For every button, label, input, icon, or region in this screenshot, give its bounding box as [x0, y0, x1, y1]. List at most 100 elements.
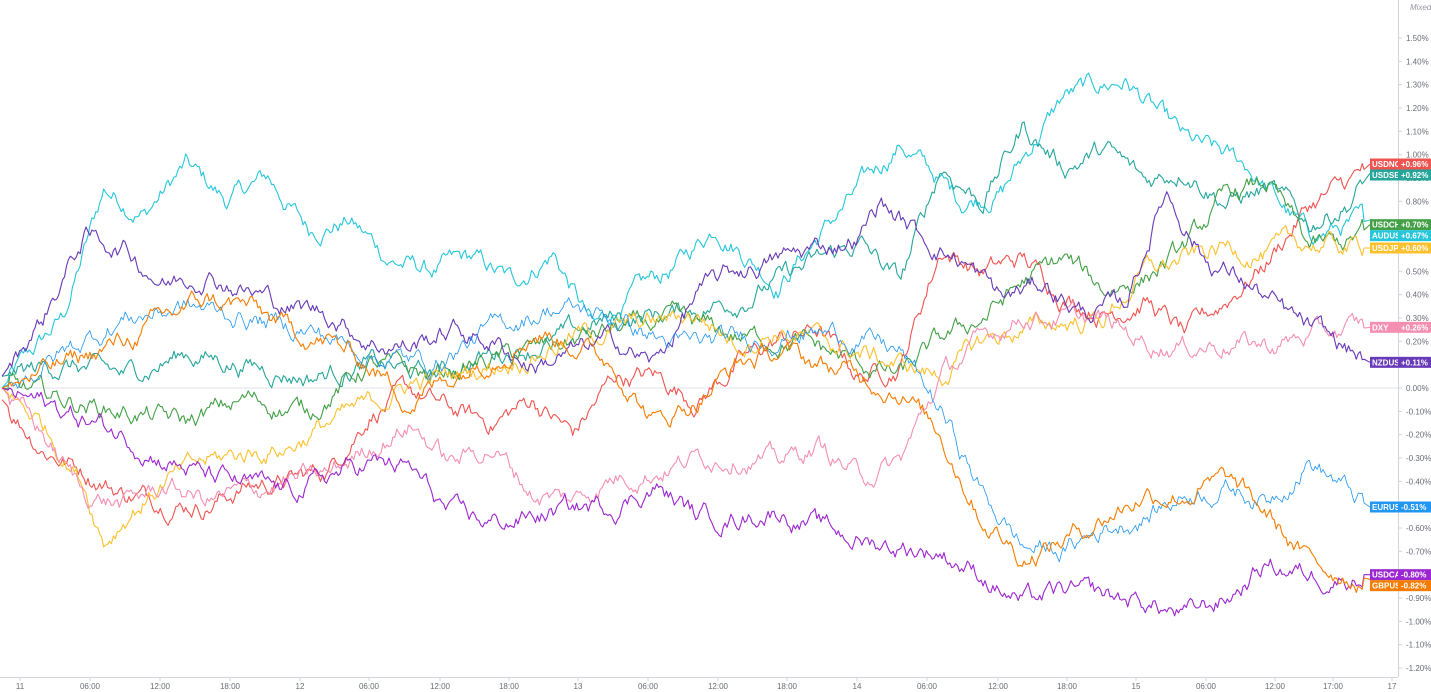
x-tick-label: 06:00 [80, 682, 101, 691]
value-tag-value: -0.80% [1401, 571, 1426, 580]
x-tick-label: 17:00 [1323, 682, 1344, 691]
value-tag-nzdusd[interactable]: NZDUSD+0.11% [1370, 356, 1431, 368]
x-tick-label: 06:00 [917, 682, 938, 691]
series-line-audusd [1, 72, 1371, 389]
y-tick-label: -1.00% [1406, 617, 1431, 626]
value-tag-usdjpy[interactable]: USDJPY+0.60% [1370, 242, 1431, 254]
x-tick-label: 06:00 [359, 682, 380, 691]
value-tag-value-bg [1398, 321, 1431, 333]
value-tag-value-bg [1398, 356, 1431, 368]
y-tick-label: 0.30% [1406, 314, 1429, 323]
x-tick-label: 18:00 [777, 682, 798, 691]
value-tag-usdchf[interactable]: USDCHF+0.70% [1370, 219, 1431, 231]
value-tag-usdsek[interactable]: USDSEK+0.92% [1370, 169, 1431, 181]
value-tag-value-bg [1398, 230, 1431, 242]
value-tag-name: DXY [1372, 323, 1389, 332]
y-tick-label: -0.10% [1406, 407, 1431, 416]
series-line-usdjpy [1, 225, 1370, 548]
series-line-dxy [1, 300, 1371, 509]
value-tag-value: +0.92% [1401, 171, 1428, 180]
series-line-nzdusd [1, 191, 1371, 377]
series-line-gbpusd [1, 290, 1371, 593]
value-tag-value: +0.26% [1401, 323, 1428, 332]
value-tag-name: USDJPY [1372, 244, 1405, 253]
value-tag-value: +0.11% [1401, 358, 1428, 367]
value-tag-name-bg [1370, 169, 1398, 181]
value-tag-value-bg [1398, 158, 1431, 170]
value-tag-value: +0.70% [1401, 221, 1428, 230]
value-tag-name: USDCHF [1372, 221, 1405, 230]
value-tag-value: -0.82% [1401, 582, 1426, 591]
value-tag-name: GBPUSD [1372, 582, 1406, 591]
x-tick-label: 06:00 [638, 682, 659, 691]
value-tag-name: AUDUSD [1372, 232, 1406, 241]
series-line-eurusd [1, 297, 1371, 563]
y-tick-label: 1.30% [1406, 81, 1429, 90]
y-tick-label: 1.20% [1406, 104, 1429, 113]
x-tick-label: 12:00 [1265, 682, 1286, 691]
x-tick-labels: 11 06:00 12:00 18:00 12 06:00 12:00 18:00 13 06:0… [16, 677, 1397, 691]
x-tick-label: 17 [1388, 682, 1397, 691]
series-line-usdsek [1, 121, 1371, 389]
x-tick-label: 15 [1132, 682, 1141, 691]
value-tag-value-bg [1398, 501, 1431, 513]
x-tick-label: 12:00 [708, 682, 729, 691]
y-tick-label: -0.60% [1406, 524, 1431, 533]
x-tick-label: 06:00 [1196, 682, 1217, 691]
value-tag-name: NZDUSD [1372, 358, 1406, 367]
y-tick-label: 0.40% [1406, 291, 1429, 300]
y-tick-label: 0.80% [1406, 197, 1429, 206]
x-tick-label: 12:00 [150, 682, 171, 691]
value-tag-name: USDSEK [1372, 171, 1406, 180]
x-tick-label: 12 [296, 682, 305, 691]
value-tag-value: +0.60% [1401, 244, 1428, 253]
y-tick-label: -0.30% [1406, 454, 1431, 463]
x-tick-label: 12:00 [430, 682, 451, 691]
y-tick-label: 1.40% [1406, 57, 1429, 66]
scale-mode-label[interactable]: Mixed [1410, 3, 1431, 12]
value-tag-audusd[interactable]: AUDUSD+0.67% [1370, 230, 1431, 242]
y-tick-label: -0.90% [1406, 594, 1431, 603]
y-tick-label: -0.20% [1406, 431, 1431, 440]
series-line-usdcad [1, 387, 1370, 617]
x-tick-label: 12:00 [988, 682, 1009, 691]
value-tag-name-bg [1370, 356, 1398, 368]
value-tag-name: USDNOK [1372, 160, 1407, 169]
y-tick-label: 0.00% [1406, 384, 1429, 393]
value-tag-gbpusd[interactable]: GBPUSD-0.82% [1370, 580, 1431, 592]
y-tick-label: 1.00% [1406, 151, 1429, 160]
y-tick-label: -0.40% [1406, 477, 1431, 486]
series-lines [1, 72, 1371, 617]
y-tick-label: 0.20% [1406, 337, 1429, 346]
value-tag-name-bg [1370, 580, 1398, 592]
y-tick-label: -1.20% [1406, 664, 1431, 673]
value-tag-name-bg [1370, 321, 1398, 333]
value-tag-value-bg [1398, 219, 1431, 231]
value-tag-usdnok[interactable]: USDNOK+0.96% [1370, 158, 1431, 170]
value-tag-name: USDCAD [1372, 571, 1406, 580]
value-tag-value-bg [1398, 242, 1431, 254]
value-tag-usdcad[interactable]: USDCAD-0.80% [1370, 569, 1431, 581]
value-tag-eurusd[interactable]: EURUSD-0.51% [1370, 501, 1431, 513]
value-tag-name-bg [1370, 158, 1398, 170]
value-tag-value: +0.96% [1401, 160, 1428, 169]
value-tag-dxy[interactable]: DXY +0.26% [1370, 321, 1431, 333]
value-tag-value: +0.67% [1401, 232, 1428, 241]
value-tag-name-bg [1370, 569, 1398, 581]
x-tick-label: 11 [16, 682, 25, 691]
x-tick-label: 14 [853, 682, 862, 691]
value-tag-value-bg [1398, 569, 1431, 581]
y-tick-label: -1.10% [1406, 641, 1431, 650]
y-axis: Mixed [1398, 0, 1431, 677]
value-tag-name-bg [1370, 501, 1398, 513]
y-tick-label: -0.70% [1406, 547, 1431, 556]
y-tick-label: 0.50% [1406, 267, 1429, 276]
x-tick-label: 18:00 [220, 682, 241, 691]
last-value-tags: USDNOK+0.96%USDSEK+0.92%USDCHF+0.70%AUDU… [1370, 158, 1431, 592]
value-tag-name-bg [1370, 230, 1398, 242]
value-tag-value-bg [1398, 580, 1431, 592]
value-tag-value: -0.51% [1401, 503, 1426, 512]
value-tag-name: EURUSD [1372, 503, 1406, 512]
value-tag-name-bg [1370, 242, 1398, 254]
